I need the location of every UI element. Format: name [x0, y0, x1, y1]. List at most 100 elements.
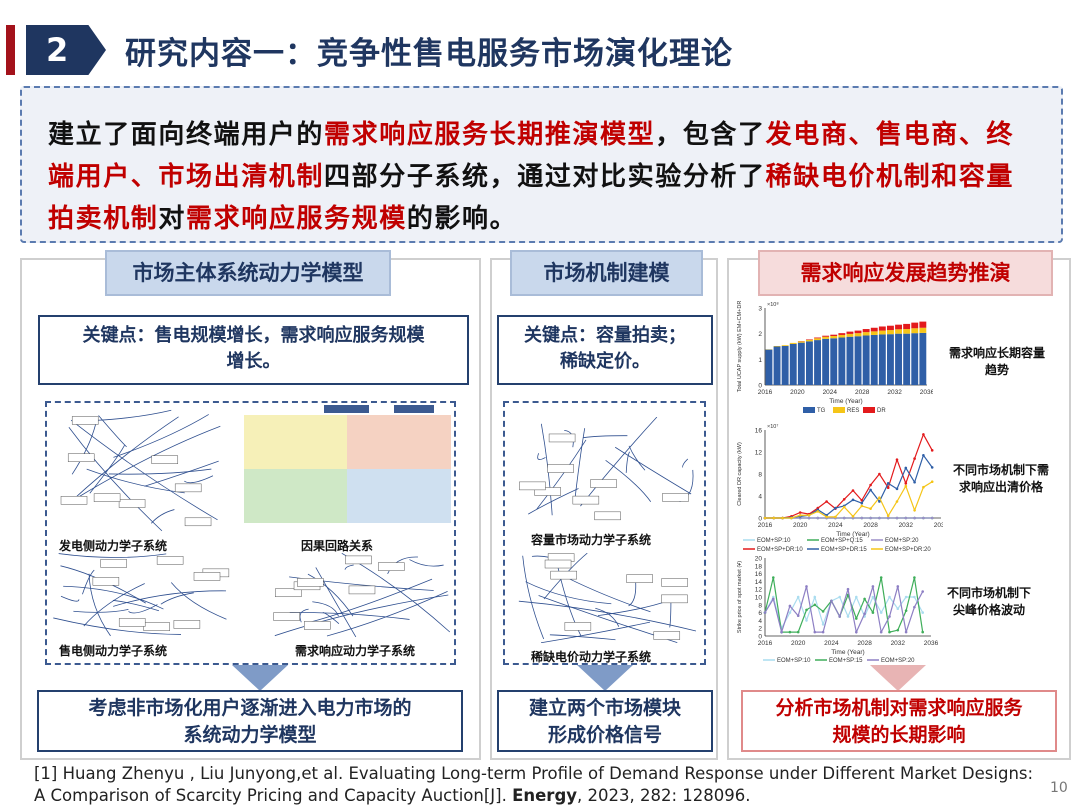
y-tick-label: 4: [758, 494, 762, 501]
diagram-link: [344, 564, 354, 570]
data-point: [869, 507, 872, 510]
diagram-link: [682, 458, 689, 468]
intro-text: 对: [158, 204, 187, 234]
diagram-node: [378, 562, 405, 571]
diagram-node: [534, 487, 561, 496]
stock-flow-diagram: [519, 417, 694, 521]
diagram-link: [170, 582, 227, 620]
diagram-link: [63, 585, 164, 610]
data-point: [816, 510, 820, 513]
legend-label: EOM+SP:20: [885, 538, 919, 544]
data-point: [798, 513, 802, 517]
data-point: [913, 576, 916, 579]
diagram-link: [82, 569, 95, 595]
bar-segment: [919, 321, 927, 328]
bar-segment: [895, 333, 902, 385]
data-point: [838, 595, 841, 599]
x-tick-label: 2024: [828, 522, 843, 529]
diagram-link: [540, 621, 651, 643]
x-tick-label: 2016: [758, 522, 773, 529]
bar-segment: [781, 345, 789, 346]
diagram-node: [92, 577, 120, 586]
y-tick-label: 3: [758, 306, 762, 313]
data-point: [895, 516, 899, 520]
x-axis-label: Time (Year): [836, 531, 869, 538]
diagram-caption: 稀缺电价动力学子系统: [531, 650, 652, 664]
data-point: [878, 500, 881, 503]
data-point: [922, 516, 925, 520]
y-tick-label: 12: [755, 450, 763, 457]
y-multiplier: ×10⁸: [767, 301, 779, 308]
bar-segment: [854, 333, 862, 337]
x-tick-label: 2036: [920, 389, 933, 396]
diagram-node: [544, 559, 572, 569]
diagram-node: [590, 479, 617, 488]
data-point: [851, 498, 855, 502]
data-point: [904, 516, 908, 520]
data-point: [888, 615, 891, 618]
conclusion-text: 系统动力学模型: [183, 724, 317, 746]
diagram-caption: 发电侧动力学子系统: [59, 539, 168, 553]
diagram-link: [625, 451, 630, 473]
data-point: [805, 619, 808, 622]
data-point: [821, 610, 825, 613]
data-point: [913, 595, 916, 599]
diagram-node: [151, 455, 179, 464]
data-point: [896, 607, 900, 610]
data-point: [904, 484, 908, 488]
x-axis-label: Time (Year): [829, 398, 862, 405]
x-tick-label: 2028: [863, 522, 878, 529]
x-tick-label: 2028: [855, 389, 870, 396]
data-point: [863, 597, 866, 601]
diagram-link: [628, 445, 646, 471]
data-point: [830, 599, 833, 603]
diagram-link: [113, 590, 227, 607]
bar-segment: [854, 330, 862, 334]
diagram-link: [312, 601, 339, 617]
diagram-link: [409, 559, 444, 567]
data-point: [904, 466, 908, 470]
bar-segment: [846, 331, 854, 334]
bar-segment: [789, 342, 797, 344]
data-point: [878, 472, 881, 476]
diagram-link: [605, 460, 652, 503]
legend-label: EOM+SP+DR:10: [757, 547, 803, 553]
intro-text: 四部分子系统，通过对比实验分析了: [324, 162, 766, 192]
data-point: [825, 515, 828, 519]
diagram-link: [525, 581, 612, 605]
data-point: [807, 516, 811, 520]
diagram-link: [311, 578, 433, 623]
data-point: [871, 585, 875, 588]
legend-label: EOM+SP:10: [757, 538, 791, 544]
y-multiplier: ×10⁷: [767, 423, 778, 430]
data-point: [813, 603, 817, 607]
bar-segment: [822, 336, 830, 339]
bar-segment: [878, 326, 886, 331]
data-point: [886, 514, 890, 518]
data-point: [788, 630, 792, 634]
data-point: [930, 466, 934, 469]
data-point: [834, 506, 837, 510]
bar-segment: [911, 322, 919, 329]
diagram-node: [550, 570, 577, 580]
data-point: [869, 483, 872, 487]
data-point: [772, 576, 775, 579]
data-point: [913, 480, 916, 484]
series-line: [764, 586, 924, 635]
diagram-link: [89, 445, 125, 494]
bar-segment: [773, 345, 781, 347]
data-point: [763, 516, 767, 520]
data-point: [772, 595, 775, 599]
legend-label: EOM+SP+Q:15: [821, 538, 863, 544]
data-point: [878, 516, 881, 520]
data-point: [921, 630, 924, 634]
y-tick-label: 2: [758, 626, 762, 633]
y-tick-label: 16: [755, 428, 763, 435]
diagram-node: [173, 620, 201, 629]
intro-highlight: 发电商、售电商、终端用户、市场出清机制: [48, 120, 1015, 192]
data-point: [780, 630, 783, 634]
bar-segment: [838, 334, 846, 338]
key-point-text: 增长。: [226, 351, 281, 372]
bar-segment: [789, 343, 797, 385]
